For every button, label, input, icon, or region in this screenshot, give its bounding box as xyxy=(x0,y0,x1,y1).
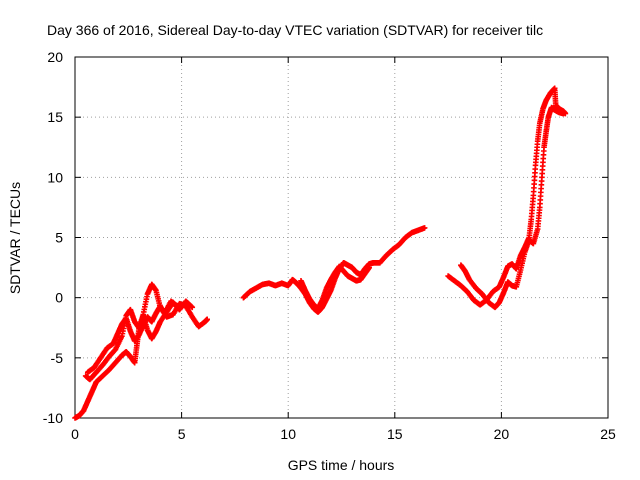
y-tick-label: 5 xyxy=(55,230,63,246)
data-point xyxy=(560,110,567,117)
y-axis-label: SDTVAR / TECUs xyxy=(7,182,23,294)
y-tick-label: 20 xyxy=(47,49,63,65)
y-tick-label: -10 xyxy=(43,410,63,426)
x-tick-label: 20 xyxy=(494,426,510,442)
x-tick-label: 10 xyxy=(280,426,296,442)
y-tick-label: -5 xyxy=(51,350,64,366)
x-tick-label: 5 xyxy=(178,426,186,442)
axis-tick-labels: 0 5 10 15 20 25 -10 -5 0 5 10 15 20 xyxy=(43,49,616,442)
data-point xyxy=(189,304,196,311)
data-point xyxy=(366,264,373,271)
data-point xyxy=(204,316,210,323)
x-axis-label: GPS time / hours xyxy=(288,457,395,473)
axis-ticks xyxy=(74,56,609,419)
grid-lines xyxy=(75,57,608,418)
x-tick-label: 15 xyxy=(387,426,403,442)
x-tick-label: 0 xyxy=(71,426,79,442)
chart-title: Day 366 of 2016, Sidereal Day-to-day VTE… xyxy=(47,22,543,38)
y-tick-label: 15 xyxy=(47,109,63,125)
data-point xyxy=(421,225,428,231)
data-point xyxy=(174,303,181,309)
x-tick-label: 25 xyxy=(600,426,616,442)
data-series xyxy=(72,85,569,421)
y-tick-label: 10 xyxy=(47,169,63,185)
y-tick-label: 0 xyxy=(55,290,63,306)
